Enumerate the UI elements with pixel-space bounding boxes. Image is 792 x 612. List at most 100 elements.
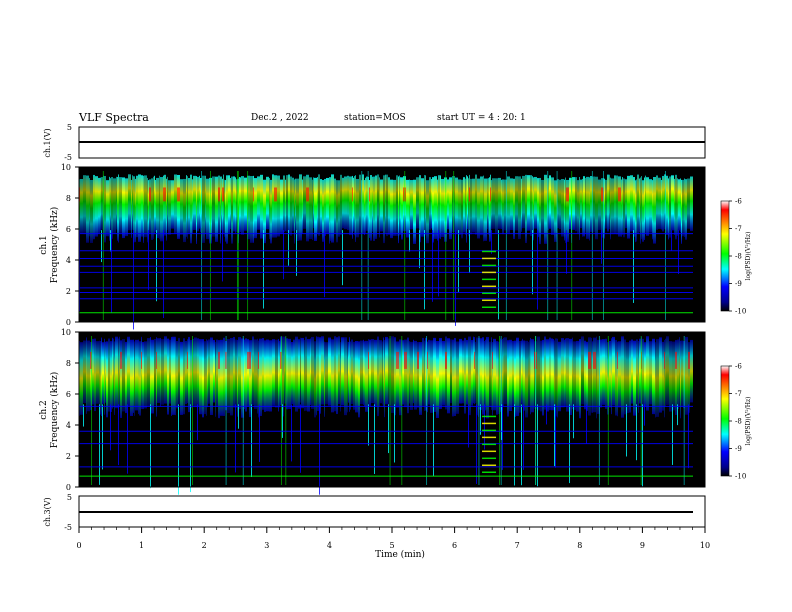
spectrogram-cell xyxy=(222,187,223,202)
spectrogram-cell xyxy=(348,341,349,403)
spectrogram-cell xyxy=(212,176,215,237)
spectrogram-cell xyxy=(207,340,208,408)
spectrogram-cell xyxy=(385,336,388,405)
spectrogram-cell xyxy=(90,351,92,369)
spectrogram-cell xyxy=(575,177,577,232)
spectrogram-cell xyxy=(270,179,272,244)
ch1-voltage-ylabel: ch.1(V) xyxy=(43,128,52,157)
spectrogram-ytick-label: 2 xyxy=(66,287,71,296)
time-axis: 0 1 2 3 4 5 6 7 8 9 10 xyxy=(76,527,710,550)
spectrogram-cell xyxy=(644,342,646,407)
spectrogram-impulse xyxy=(598,336,600,485)
spectrogram-cell xyxy=(633,177,635,237)
spectrogram-spike xyxy=(150,404,151,489)
spectrogram-impulse xyxy=(201,171,203,320)
spectrogram-cell xyxy=(479,337,480,410)
spectrogram-cell xyxy=(439,337,442,409)
spectrogram-ytick-label: 0 xyxy=(66,483,71,492)
spectrogram-cell xyxy=(295,336,298,412)
colorbar-tick-label: -9 xyxy=(735,445,742,453)
spectrogram-cell xyxy=(504,179,507,231)
spectrogram-cell xyxy=(365,340,368,412)
spectrogram-cell xyxy=(349,337,350,412)
spectrogram-cell xyxy=(480,338,482,410)
spectrogram-cell xyxy=(609,174,610,230)
spectrogram-cell xyxy=(551,338,553,411)
spectrogram-spike xyxy=(438,230,439,297)
spectrogram-cell xyxy=(424,174,425,240)
spectrogram-spike xyxy=(491,230,492,254)
spectrogram-cell xyxy=(601,178,604,238)
spectrogram-cell xyxy=(579,176,580,241)
spectrogram-cell xyxy=(669,341,672,412)
spectrogram-cell xyxy=(531,339,534,413)
spectrogram-cell xyxy=(455,177,458,235)
spectrogram-cell xyxy=(492,351,493,369)
spectrogram-cell xyxy=(138,339,139,415)
spectrogram-cell xyxy=(320,179,322,233)
spectrogram-cell xyxy=(306,187,309,202)
spectrogram-spike xyxy=(514,404,515,486)
spectrogram-spike xyxy=(586,404,587,444)
spectrogram-cell xyxy=(674,178,675,235)
spectrogram-cell xyxy=(462,340,464,404)
spectrogram-cell xyxy=(128,174,131,231)
spectrogram-spike xyxy=(111,230,112,313)
spectrogram-cell xyxy=(621,336,624,418)
spectrogram-cell xyxy=(222,178,223,235)
spectrogram-cell xyxy=(586,176,589,239)
spectrogram-cell xyxy=(384,340,385,418)
ch1-colorbar-scale xyxy=(720,200,730,312)
spectrogram-cell xyxy=(379,339,380,407)
spectrogram-spike xyxy=(688,404,689,469)
spectrogram-spike xyxy=(156,230,157,302)
time-axis-tick-label: 6 xyxy=(452,541,457,550)
spectrogram-cell xyxy=(226,175,228,244)
spectrogram-cell xyxy=(233,176,235,232)
spectrogram-cell xyxy=(565,338,566,407)
spectrogram-cell xyxy=(336,180,338,243)
spectrogram-cell xyxy=(525,340,528,418)
spectrogram-cell xyxy=(502,179,504,235)
spectrogram-cell xyxy=(206,339,207,416)
spectrogram-cell xyxy=(611,178,614,235)
spectrogram-cell xyxy=(224,179,225,237)
spectrogram-cell xyxy=(347,341,348,413)
spectrogram-cell xyxy=(285,179,286,232)
spectrogram-cell xyxy=(539,177,541,245)
spectrogram-cell xyxy=(589,177,590,241)
spectrogram-cell xyxy=(419,175,421,243)
spectrogram-cell xyxy=(625,179,627,229)
spectrogram-cell xyxy=(354,176,355,236)
spectrogram-ytick-label: 10 xyxy=(61,328,71,337)
spectrogram-cell xyxy=(204,341,206,415)
spectrogram-cell xyxy=(312,179,313,241)
spectrogram-cell xyxy=(461,179,463,239)
spectrogram-cell xyxy=(564,179,565,241)
spectrogram-cell xyxy=(542,339,544,416)
spectrogram-impulse xyxy=(500,336,502,485)
spectrogram-cell xyxy=(473,336,474,404)
spectrogram-cell xyxy=(241,338,244,418)
spectrogram-cell xyxy=(679,337,680,407)
spectrogram-cell xyxy=(432,177,434,243)
spectrogram-cell xyxy=(190,339,192,409)
spectrogram-cell xyxy=(482,306,497,308)
spectrogram-cell xyxy=(117,177,118,241)
spectrogram-cell xyxy=(685,179,687,240)
spectrogram-cell xyxy=(659,337,662,413)
spectrogram-cell xyxy=(669,176,671,238)
spectrogram-cell xyxy=(489,177,490,242)
spectrogram-cell xyxy=(264,340,266,412)
spectrogram-cell xyxy=(247,175,250,240)
spectrogram-cell xyxy=(602,339,605,405)
spectrogram-cell xyxy=(375,175,377,239)
spectrogram-ytick-label: 8 xyxy=(66,359,71,368)
spectrogram-cell xyxy=(206,178,209,240)
spectrogram-cell xyxy=(385,174,386,234)
spectrogram-cell xyxy=(637,174,639,234)
spectrogram-cell xyxy=(278,338,279,412)
spectrogram-cell xyxy=(274,175,277,238)
spectrogram-cell xyxy=(396,341,399,408)
spectrogram-cell xyxy=(90,179,93,243)
